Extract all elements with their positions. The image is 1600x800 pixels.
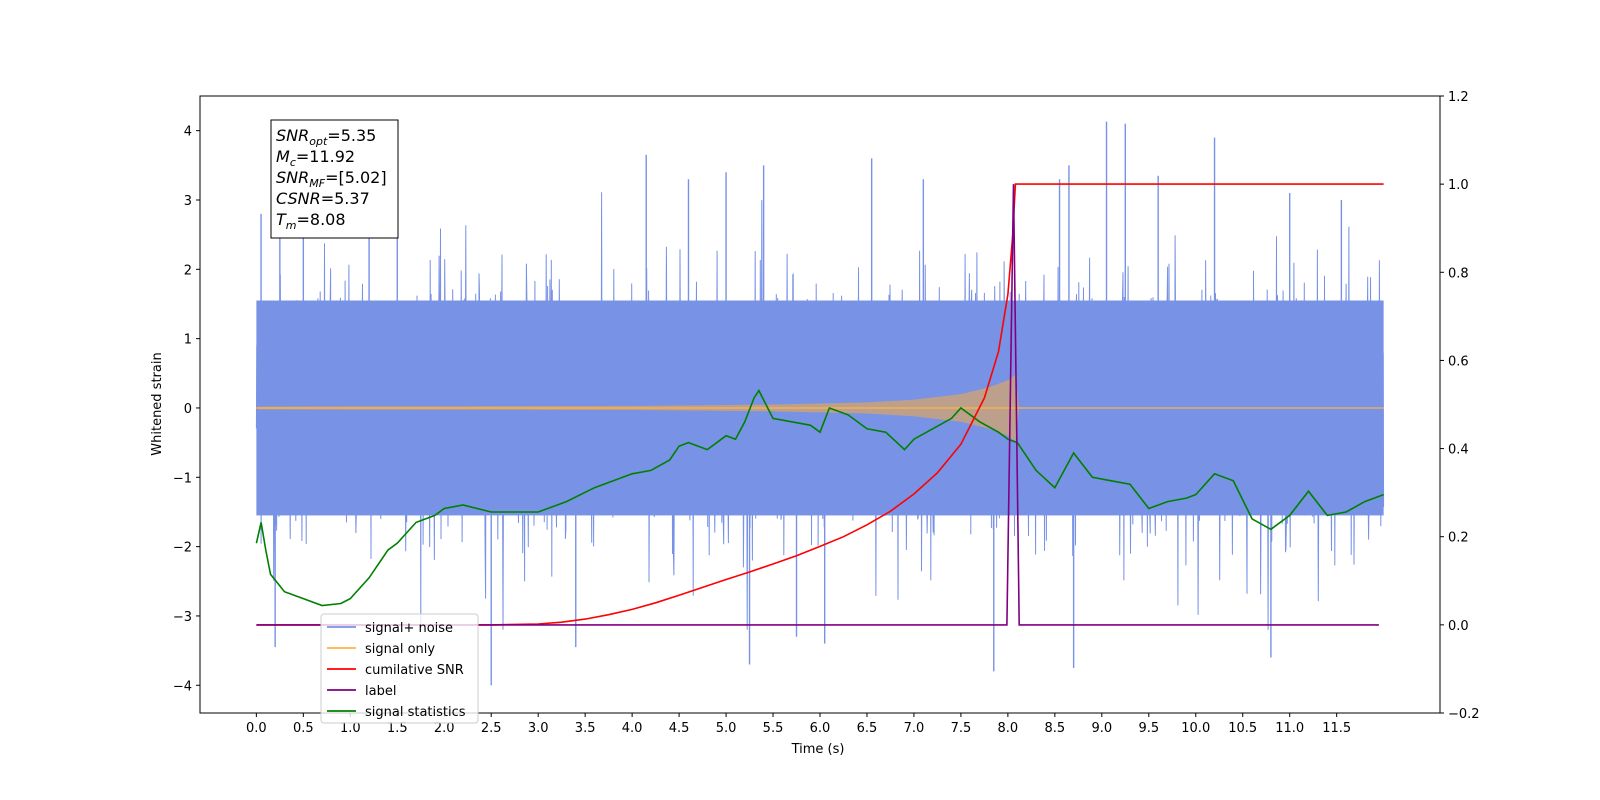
y-tick-label: −1 (173, 471, 192, 486)
x-axis: 0.0 0.5 1.0 1.5 2.0 2.5 3.0 3.5 4.0 4.5 5.0 5.5 6.0 6… (246, 713, 1351, 736)
cumulative-snr-line (256, 183, 1384, 626)
x-tick-label: 6.5 (857, 721, 878, 736)
legend-entry: cumilative SNR (365, 663, 464, 678)
x-tick-label: 7.5 (951, 721, 972, 736)
legend-entry: label (365, 684, 396, 699)
label-line (256, 184, 1379, 626)
stats-box-line: SNRMF=[5.02] (276, 168, 387, 190)
x-tick-label: 9.5 (1138, 721, 1159, 736)
y2-tick-label: 0.0 (1448, 619, 1469, 634)
y-tick-label: −3 (173, 610, 192, 625)
y-tick-label: −4 (173, 679, 192, 694)
y-tick-label: 1 (184, 333, 192, 348)
x-tick-label: 8.5 (1045, 721, 1066, 736)
x-tick-label: 11.5 (1322, 721, 1351, 736)
signal-only-series (256, 374, 1384, 442)
y-tick-label: 4 (184, 125, 192, 140)
y-tick-label: 3 (184, 194, 192, 209)
x-axis-label: Time (s) (791, 742, 845, 757)
x-tick-label: 3.5 (575, 721, 596, 736)
x-tick-label: 8.0 (998, 721, 1019, 736)
legend-frame (320, 613, 479, 724)
x-tick-label: 5.0 (716, 721, 737, 736)
stats-box-frame (270, 119, 399, 239)
y2-tick-label: 1.2 (1448, 90, 1469, 105)
y-tick-label: 2 (184, 263, 192, 278)
x-tick-label: 9.0 (1091, 721, 1112, 736)
y-axis-right: −0.2 0.0 0.2 0.4 0.6 0.8 1.0 1.2 (1440, 90, 1480, 722)
x-tick-label: 10.0 (1181, 721, 1210, 736)
legend-entry: signal+ noise (365, 621, 453, 636)
y2-tick-label: 0.4 (1448, 443, 1469, 458)
x-tick-label: 6.0 (810, 721, 831, 736)
x-tick-label: 2.5 (481, 721, 502, 736)
x-tick-label: 4.0 (622, 721, 643, 736)
x-tick-label: 7.0 (904, 721, 925, 736)
x-tick-label: 1.5 (387, 721, 408, 736)
x-tick-label: 2.0 (434, 721, 455, 736)
legend-entry: signal statistics (365, 705, 466, 720)
stats-box-line: Mc=11.92 (276, 147, 355, 169)
stats-box-line: SNRopt=5.35 (276, 126, 376, 148)
signal-statistics-line (255, 389, 1384, 607)
x-tick-label: 1.0 (340, 721, 361, 736)
y2-tick-label: 0.2 (1448, 531, 1469, 546)
x-tick-label: 10.5 (1228, 721, 1257, 736)
x-tick-label: 0.0 (246, 721, 267, 736)
x-tick-label: 3.0 (528, 721, 549, 736)
x-tick-label: 0.5 (293, 721, 314, 736)
x-tick-label: 11.0 (1275, 721, 1304, 736)
y-axis-left: −4 −3 −2 −1 0 1 2 3 4 (173, 125, 200, 694)
x-tick-label: 4.5 (669, 721, 690, 736)
stats-box: SNRopt=5.35Mc=11.92SNRMF=[5.02]CSNR=5.37… (270, 119, 399, 239)
stats-box-line: Tm=8.08 (276, 210, 346, 232)
y2-tick-label: 0.6 (1448, 354, 1469, 369)
y2-tick-label: −0.2 (1448, 707, 1480, 722)
y-axis-label: Whitened strain (150, 352, 165, 455)
y-tick-label: −2 (173, 541, 192, 556)
x-tick-label: 5.5 (763, 721, 784, 736)
y2-tick-label: 0.8 (1448, 266, 1469, 281)
line-series-group (255, 183, 1384, 626)
legend: signal+ noise signal only cumilative SNR la… (320, 613, 479, 724)
stats-box-line: CSNR=5.37 (276, 189, 370, 208)
legend-entry: signal only (365, 642, 435, 657)
y2-tick-label: 1.0 (1448, 178, 1469, 193)
y-tick-label: 0 (184, 402, 192, 417)
